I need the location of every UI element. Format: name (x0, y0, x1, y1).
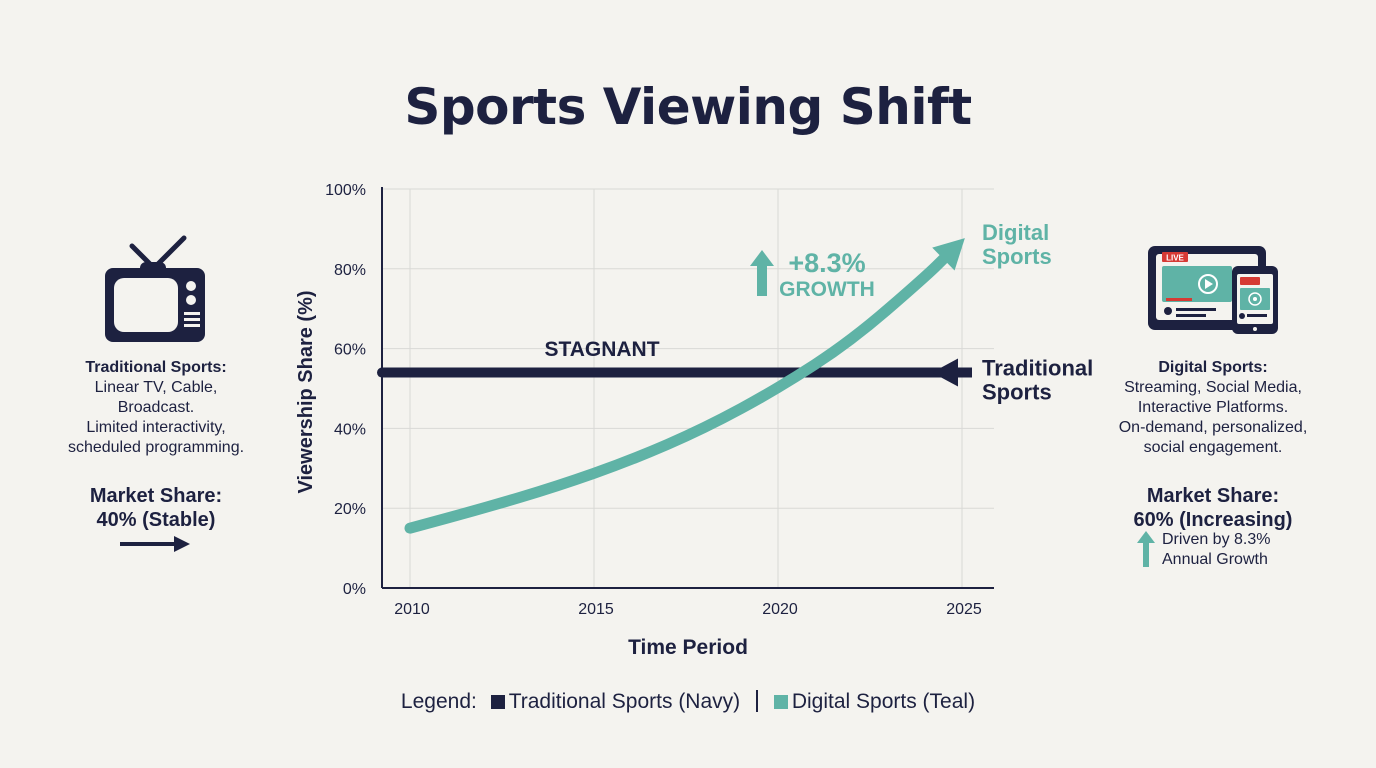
x-tick-label: 2025 (946, 601, 982, 618)
digital-desc-line: On-demand, personalized, (1118, 419, 1308, 436)
up-arrow-icon (1137, 531, 1155, 567)
growth-note-line: Annual Growth (1162, 551, 1268, 568)
live-badge: LIVE (1166, 254, 1184, 263)
x-tick-label: 2010 (394, 601, 430, 618)
annotations: STAGNANT +8.3%GROWTH (544, 248, 874, 361)
devices-icon: LIVE (1148, 246, 1278, 334)
legend-item-digital: Digital Sports (Teal) (791, 690, 976, 713)
grid-lines (382, 188, 994, 588)
traditional-series-label: Traditional (982, 356, 1093, 381)
digital-series-line (404, 250, 952, 534)
growth-note: Driven by 8.3% Annual Growth (1136, 530, 1271, 570)
traditional-sports-panel: Traditional Sports: Linear TV, Cable, Br… (40, 358, 272, 532)
x-axis-title: Time Period (628, 636, 748, 659)
digital-series-label: Digital (982, 220, 1049, 245)
legend: Legend: Traditional Sports (Navy) Digita… (0, 690, 1376, 714)
digital-desc-line: Interactive Platforms. (1137, 399, 1289, 416)
digital-market-share-value: 60% (Increasing) (1133, 509, 1293, 531)
traditional-market-share-value: 40% (Stable) (96, 509, 216, 531)
legend-separator (756, 690, 758, 712)
legend-swatch-traditional (490, 695, 505, 709)
y-axis-title: Viewership Share (%) (295, 290, 317, 493)
legend-swatch-digital (773, 695, 788, 709)
growth-percent-annotation: +8.3% (788, 248, 865, 278)
traditional-desc-line: Linear TV, Cable, (94, 379, 218, 396)
page-title: Sports Viewing Shift (404, 78, 972, 136)
digital-market-share-label: Market Share: (1146, 485, 1280, 507)
y-tick-label: 40% (334, 421, 366, 438)
traditional-desc-line: Broadcast. (117, 399, 195, 416)
traditional-desc-line: scheduled programming. (67, 439, 245, 456)
legend-item-traditional: Traditional Sports (Navy) (508, 690, 741, 713)
growth-note-line: Driven by 8.3% (1162, 531, 1271, 548)
y-tick-label: 0% (343, 581, 366, 598)
x-tick-label: 2020 (762, 601, 798, 618)
traditional-desc-line: Limited interactivity, (86, 419, 226, 436)
digital-desc-line: social engagement. (1143, 439, 1283, 456)
traditional-series-label: Sports (982, 380, 1052, 405)
axes: Time Period Viewership Share (%) (295, 187, 994, 659)
traditional-market-share-label: Market Share: (89, 485, 223, 507)
y-tick-label: 100% (325, 182, 366, 199)
y-tick-label: 80% (334, 262, 366, 279)
legend-prefix: Legend: (400, 690, 477, 713)
tv-icon (105, 235, 205, 342)
y-tick-label: 20% (334, 501, 366, 518)
digital-arrowhead (932, 238, 965, 271)
traditional-heading: Traditional Sports: (85, 359, 227, 376)
x-tick-label: 2015 (578, 601, 614, 618)
right-arrow-icon (120, 536, 190, 552)
y-tick-label: 60% (334, 342, 366, 359)
growth-up-arrow-icon (750, 250, 774, 296)
digital-heading: Digital Sports: (1158, 359, 1268, 376)
traditional-arrowhead (932, 358, 972, 387)
tick-labels: 0% 20% 40% 60% 80% 100% 2010 2015 2020 2025 (325, 182, 982, 618)
digital-sports-panel: Digital Sports: Streaming, Social Media,… (1100, 358, 1326, 532)
growth-label-annotation: GROWTH (779, 278, 875, 301)
digital-series-label: Sports (982, 244, 1052, 269)
stagnant-annotation: STAGNANT (544, 338, 659, 361)
digital-desc-line: Streaming, Social Media, (1124, 379, 1302, 396)
